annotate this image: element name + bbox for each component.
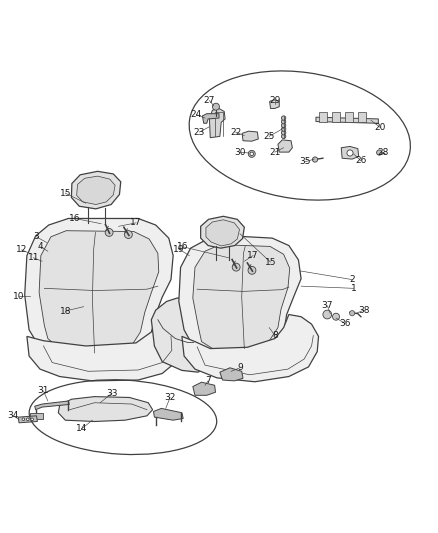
Text: 16: 16	[69, 214, 81, 223]
Circle shape	[282, 119, 286, 124]
Text: 26: 26	[355, 156, 367, 165]
Polygon shape	[77, 176, 115, 205]
Circle shape	[312, 157, 318, 162]
Text: 31: 31	[38, 386, 49, 395]
Polygon shape	[18, 416, 37, 423]
Polygon shape	[39, 231, 159, 354]
Circle shape	[282, 116, 286, 120]
Circle shape	[124, 231, 132, 238]
Circle shape	[282, 131, 286, 135]
Polygon shape	[220, 368, 243, 381]
Text: 30: 30	[234, 148, 246, 157]
Circle shape	[26, 418, 29, 421]
Polygon shape	[358, 111, 366, 122]
Polygon shape	[179, 236, 301, 357]
Polygon shape	[153, 408, 183, 420]
Text: 25: 25	[264, 132, 275, 141]
Circle shape	[282, 134, 286, 139]
Text: 35: 35	[300, 157, 311, 166]
Text: 19: 19	[173, 245, 184, 254]
Polygon shape	[209, 108, 225, 138]
Text: 33: 33	[106, 389, 118, 398]
Polygon shape	[58, 397, 152, 422]
Circle shape	[22, 418, 25, 421]
Polygon shape	[332, 111, 339, 122]
Text: 36: 36	[339, 319, 350, 328]
Polygon shape	[201, 216, 244, 248]
Polygon shape	[182, 314, 318, 382]
Text: 32: 32	[164, 393, 176, 402]
Circle shape	[323, 310, 332, 319]
Polygon shape	[35, 401, 69, 410]
Polygon shape	[278, 140, 292, 152]
Text: 8: 8	[272, 331, 278, 340]
Circle shape	[377, 150, 382, 155]
Text: 17: 17	[247, 251, 259, 260]
Text: 1: 1	[350, 284, 357, 293]
Polygon shape	[319, 111, 327, 122]
Text: 2: 2	[350, 275, 355, 284]
Text: 16: 16	[177, 243, 189, 252]
Text: 22: 22	[230, 127, 241, 136]
Circle shape	[332, 313, 339, 320]
Text: 15: 15	[60, 189, 71, 198]
Polygon shape	[71, 171, 121, 209]
Text: 17: 17	[130, 219, 142, 228]
Text: 7: 7	[205, 376, 211, 385]
Circle shape	[31, 418, 33, 421]
Polygon shape	[25, 219, 173, 360]
Polygon shape	[30, 413, 43, 419]
Text: 24: 24	[191, 110, 202, 119]
Text: 4: 4	[38, 243, 44, 252]
Text: 11: 11	[28, 253, 39, 262]
Text: 29: 29	[269, 96, 281, 105]
Text: 21: 21	[269, 148, 281, 157]
Polygon shape	[27, 320, 179, 381]
Text: 3: 3	[34, 232, 39, 241]
Polygon shape	[270, 100, 279, 108]
Circle shape	[350, 311, 355, 316]
Circle shape	[250, 152, 254, 156]
Circle shape	[212, 103, 219, 110]
Circle shape	[232, 263, 240, 271]
Text: 9: 9	[237, 364, 243, 372]
Polygon shape	[242, 131, 258, 141]
Text: 15: 15	[265, 257, 276, 266]
Text: 23: 23	[194, 127, 205, 136]
Polygon shape	[193, 245, 290, 350]
Circle shape	[282, 123, 286, 127]
Text: 12: 12	[16, 245, 27, 254]
Text: 37: 37	[321, 301, 333, 310]
Circle shape	[105, 229, 113, 236]
Polygon shape	[206, 220, 240, 246]
Text: 10: 10	[13, 292, 25, 301]
Polygon shape	[202, 114, 219, 123]
Circle shape	[282, 127, 286, 131]
Polygon shape	[341, 147, 359, 159]
Circle shape	[347, 150, 353, 156]
Polygon shape	[193, 382, 215, 395]
Text: 34: 34	[7, 411, 18, 421]
Text: 28: 28	[377, 148, 389, 157]
Circle shape	[248, 266, 256, 274]
Text: 18: 18	[60, 306, 71, 316]
Text: 27: 27	[204, 96, 215, 105]
Circle shape	[248, 150, 255, 157]
Polygon shape	[151, 298, 205, 372]
Polygon shape	[316, 117, 378, 123]
Polygon shape	[345, 111, 353, 122]
Text: 14: 14	[76, 424, 87, 433]
Text: 20: 20	[375, 123, 386, 132]
Text: 38: 38	[358, 305, 370, 314]
